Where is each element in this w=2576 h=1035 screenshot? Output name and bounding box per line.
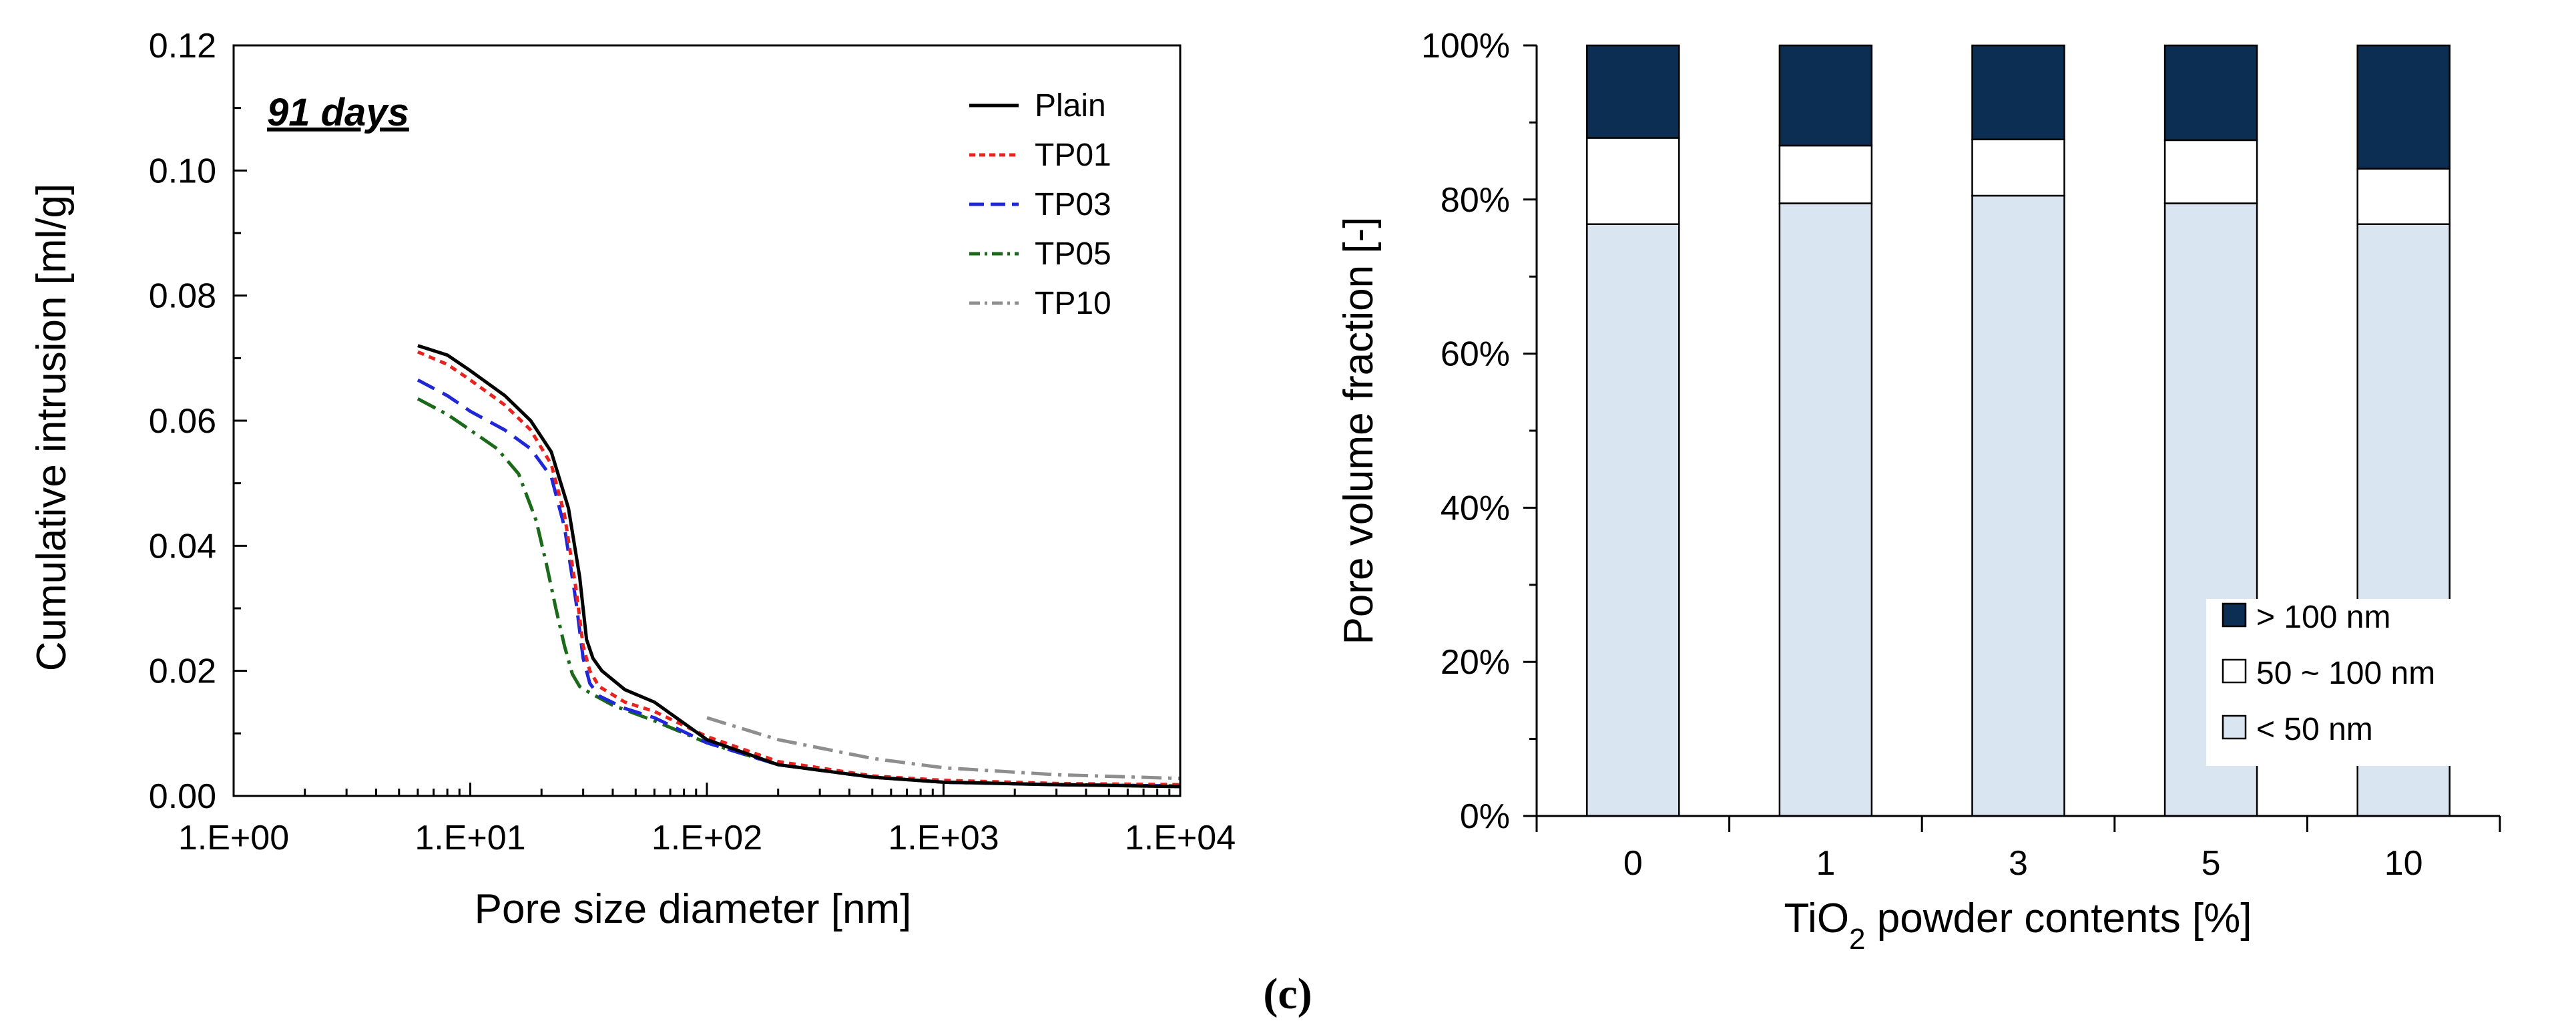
- left-x-tick-label: 1.E+03: [888, 819, 999, 857]
- legend-swatch-50-nm: [2222, 714, 2247, 740]
- series-line-tp10: [706, 716, 1181, 781]
- right-y-tick-label: 40%: [1441, 489, 1510, 528]
- line-series-group: [417, 344, 1181, 789]
- bar-segment-5-100-nm: [2163, 44, 2258, 142]
- right-y-tick-label: 0%: [1460, 797, 1510, 836]
- bar-segment-3-50-100-nm: [1971, 138, 2065, 197]
- bar-segment-10-50-100-nm: [2356, 168, 2451, 225]
- series-line-plain: [417, 344, 1181, 789]
- bar-segment-0-50-100-nm: [1586, 137, 1680, 225]
- series-line-tp01: [417, 350, 1181, 787]
- legend-label-tp03: TP03: [1035, 187, 1111, 222]
- right-y-tick-label: 100%: [1421, 27, 1510, 65]
- left-y-tick-label: 0.00: [149, 777, 216, 816]
- right-legend-background: [2206, 599, 2499, 766]
- right-y-tick-label: 60%: [1441, 335, 1510, 374]
- right-x-axis-title-main: TiO: [1784, 895, 1849, 942]
- legend-swatch-50-100-nm: [2222, 658, 2247, 684]
- bar-segment-1-50-100-nm: [1778, 144, 1873, 204]
- legend-label-plain: Plain: [1035, 88, 1106, 124]
- legend-label-50-100-nm: 50 ~ 100 nm: [2256, 656, 2435, 691]
- right-legend: > 100 nm 50 ~ 100 nm < 50 nm: [2222, 600, 2435, 747]
- bar-segment-10-100-nm: [2356, 44, 2451, 170]
- left-x-tick-label: 1.E+02: [652, 819, 762, 857]
- left-x-axis-title: Pore size diameter [nm]: [475, 886, 912, 932]
- left-y-tick-label: 0.06: [149, 402, 216, 441]
- right-x-tick-label: 0: [1623, 844, 1643, 883]
- legend-label-50-nm: < 50 nm: [2256, 712, 2373, 747]
- right-y-tick-label: 20%: [1441, 643, 1510, 682]
- stacked-bars-group: [1586, 44, 2451, 817]
- legend-label-tp01: TP01: [1035, 138, 1111, 173]
- left-x-tick-label: 1.E+04: [1125, 819, 1236, 857]
- panel-label: (c): [1263, 970, 1312, 1018]
- pore-volume-fraction-chart: 0% 20% 40% 60% 80% 100% 0 1 3 5 10 > 100 nm 50 ~ 10…: [1336, 27, 2501, 956]
- series-line-tp03: [417, 378, 1181, 788]
- left-y-tick-label: 0.08: [149, 277, 216, 316]
- cumulative-intrusion-chart: 0.00 0.02 0.04 0.06 0.08 0.10 0.12 1.E+00 1.E+01…: [29, 27, 1236, 932]
- legend-label-100-nm: > 100 nm: [2256, 600, 2390, 635]
- right-y-tick-label: 80%: [1441, 181, 1510, 220]
- left-axis-ticks: 0.00 0.02 0.04 0.06 0.08 0.10 0.12 1.E+00 1.E+01…: [149, 27, 1236, 857]
- left-y-axis-title: Cumulative intrusion [ml/g]: [29, 184, 75, 672]
- right-x-axis-title-subscript: 2: [1849, 923, 1865, 956]
- bar-segment-1-100-nm: [1778, 44, 1873, 147]
- legend-label-tp05: TP05: [1035, 236, 1111, 272]
- bar-segment-0-100-nm: [1586, 44, 1680, 139]
- bar-segment-1-50-nm: [1778, 202, 1873, 817]
- left-y-tick-label: 0.04: [149, 527, 216, 566]
- right-x-tick-label: 1: [1816, 844, 1835, 883]
- left-y-tick-label: 0.02: [149, 652, 216, 691]
- right-x-axis-title-rest: powder contents [%]: [1866, 895, 2252, 942]
- right-x-tick-label: 10: [2384, 844, 2423, 883]
- legend-swatch-100-nm: [2222, 602, 2247, 628]
- left-x-tick-label: 1.E+01: [415, 819, 525, 857]
- bar-segment-3-100-nm: [1971, 44, 2065, 141]
- left-annotation-91-days: 91 days: [267, 91, 409, 134]
- right-x-tick-label: 3: [2009, 844, 2028, 883]
- right-y-axis-title: Pore volume fraction [-]: [1336, 217, 1382, 645]
- left-legend: Plain TP01 TP03 TP05 TP10: [969, 88, 1111, 321]
- bar-segment-3-50-nm: [1971, 194, 2065, 817]
- bar-segment-5-50-100-nm: [2163, 139, 2258, 204]
- right-axis-ticks: 0% 20% 40% 60% 80% 100% 0 1 3 5 10: [1421, 27, 2501, 883]
- left-x-tick-label: 1.E+00: [178, 819, 289, 857]
- right-x-axis-title: TiO2 powder contents [%]: [1784, 895, 2252, 956]
- left-y-tick-label: 0.10: [149, 152, 216, 190]
- left-y-tick-label: 0.12: [149, 27, 216, 65]
- right-x-tick-label: 5: [2202, 844, 2221, 883]
- series-line-tp05: [417, 397, 1181, 788]
- legend-label-tp10: TP10: [1035, 286, 1111, 321]
- bar-segment-0-50-nm: [1586, 223, 1680, 817]
